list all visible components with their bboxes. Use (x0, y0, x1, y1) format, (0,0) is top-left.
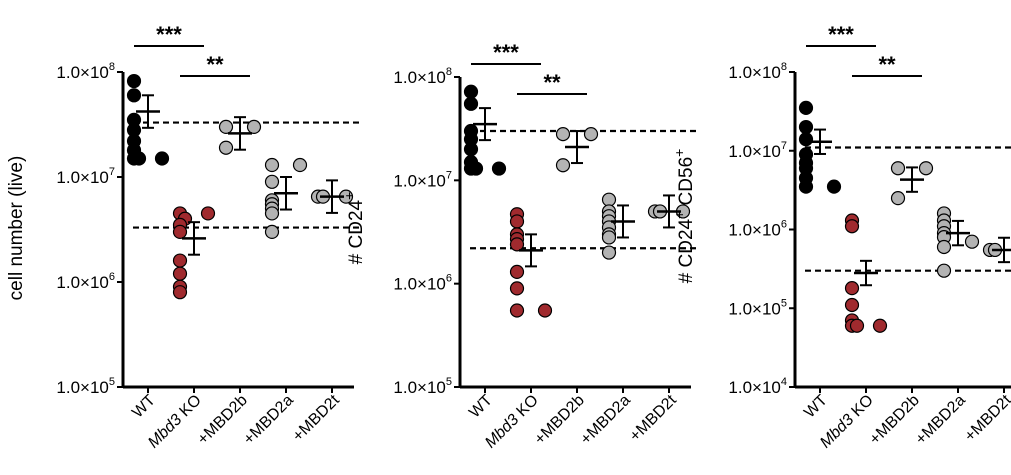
x-tick-label: +MBD2t (290, 391, 344, 445)
data-point (844, 281, 860, 296)
data-point (509, 264, 525, 279)
significance-label: ** (206, 52, 224, 77)
panel-3: 1.0×1081.0×1071.0×1061.0×1051.0×104WTMbd… (671, 22, 1011, 452)
data-point (154, 151, 170, 166)
x-tick-label: +MBD2a (577, 392, 633, 448)
data-point (246, 119, 262, 135)
data-point (849, 318, 865, 333)
data-point (264, 224, 280, 240)
data-point (798, 119, 814, 135)
data-point (583, 127, 599, 142)
y-tick-label: 1.0×106 (728, 219, 787, 240)
data-point (264, 206, 280, 221)
significance-label: *** (828, 22, 854, 47)
x-tick-label: +MBD2a (912, 392, 968, 448)
data-point (844, 219, 860, 234)
data-point (601, 192, 617, 207)
y-tick-label: 1.0×107 (56, 166, 115, 187)
x-tick-label: +MBD2a (240, 392, 296, 448)
x-tick-label: WT (129, 392, 159, 422)
data-point (844, 297, 860, 313)
data-point (172, 266, 188, 281)
data-point (172, 253, 188, 268)
data-point (491, 161, 507, 176)
y-tick-label: 1.0×108 (56, 61, 115, 82)
data-point (890, 191, 906, 206)
data-point (872, 318, 888, 333)
y-tick-label: 1.0×105 (393, 376, 452, 397)
data-point (126, 88, 142, 103)
x-tick-label: +MBD2t (962, 391, 1011, 445)
y-tick-label: 1.0×105 (56, 376, 115, 397)
data-point (555, 127, 571, 142)
data-point (172, 285, 188, 300)
significance-label: *** (156, 22, 182, 47)
data-point (601, 230, 617, 245)
significance-label: ** (878, 52, 896, 77)
data-point (509, 303, 525, 318)
data-point (463, 96, 479, 111)
x-tick-label: +MBD2b (194, 392, 250, 448)
x-tick-label: +MBD2b (531, 392, 587, 448)
data-point (509, 281, 525, 296)
y-tick-label: 1.0×106 (393, 273, 452, 294)
y-tick-label: 1.0×108 (728, 61, 787, 82)
data-point (463, 142, 479, 157)
data-point (172, 224, 188, 240)
y-axis-label: # CD24+ CD56+ (671, 149, 697, 284)
data-point (218, 140, 234, 155)
significance-label: ** (543, 70, 561, 95)
data-point (292, 157, 308, 173)
data-point (200, 206, 216, 221)
data-point (798, 100, 814, 116)
data-point (601, 245, 617, 260)
significance-label: *** (493, 40, 519, 65)
x-tick-label: +MBD2b (866, 392, 922, 448)
y-tick-label: 1.0×104 (728, 376, 787, 397)
data-point (936, 239, 952, 255)
data-point (468, 161, 484, 176)
data-point (463, 84, 479, 99)
x-tick-label: WT (466, 392, 496, 422)
y-tick-label: 1.0×106 (56, 271, 115, 292)
x-tick-label: +MBD2t (627, 391, 681, 445)
data-point (798, 132, 814, 147)
data-point (218, 119, 234, 135)
data-point (264, 174, 280, 189)
data-point (555, 158, 571, 173)
y-tick-label: 1.0×107 (728, 140, 787, 161)
data-point (936, 263, 952, 278)
y-axis-label: cell number (live) (6, 156, 27, 301)
y-tick-label: 1.0×107 (393, 169, 452, 190)
data-point (509, 214, 525, 229)
data-point (264, 157, 280, 173)
data-point (126, 73, 142, 89)
data-point (131, 151, 147, 166)
data-point (798, 179, 814, 194)
data-point (964, 234, 980, 249)
x-tick-label: WT (801, 392, 831, 422)
data-point (509, 237, 525, 252)
data-point (537, 303, 553, 318)
data-point (890, 161, 906, 176)
y-axis-label: # CD24+ (341, 192, 367, 265)
data-point (918, 161, 934, 176)
data-point (826, 179, 842, 194)
y-tick-label: 1.0×105 (728, 297, 787, 318)
y-tick-label: 1.0×108 (393, 66, 452, 87)
